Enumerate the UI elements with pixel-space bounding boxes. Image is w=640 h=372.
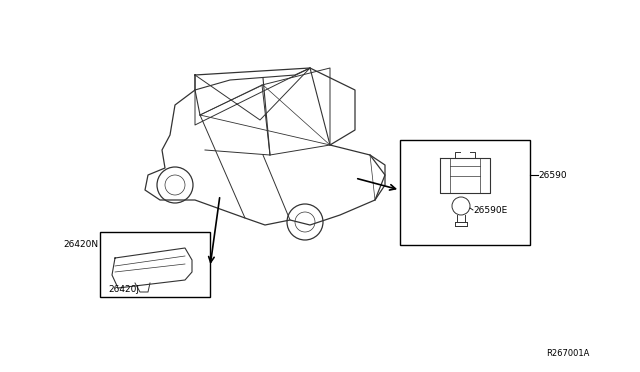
Text: 26420N: 26420N bbox=[63, 240, 98, 249]
Bar bbox=[400, 140, 530, 245]
Text: 26590E: 26590E bbox=[473, 205, 508, 215]
Text: R267001A: R267001A bbox=[547, 349, 590, 358]
Text: 26590: 26590 bbox=[538, 170, 566, 180]
Text: 26420J: 26420J bbox=[108, 285, 139, 294]
Bar bbox=[100, 232, 210, 297]
